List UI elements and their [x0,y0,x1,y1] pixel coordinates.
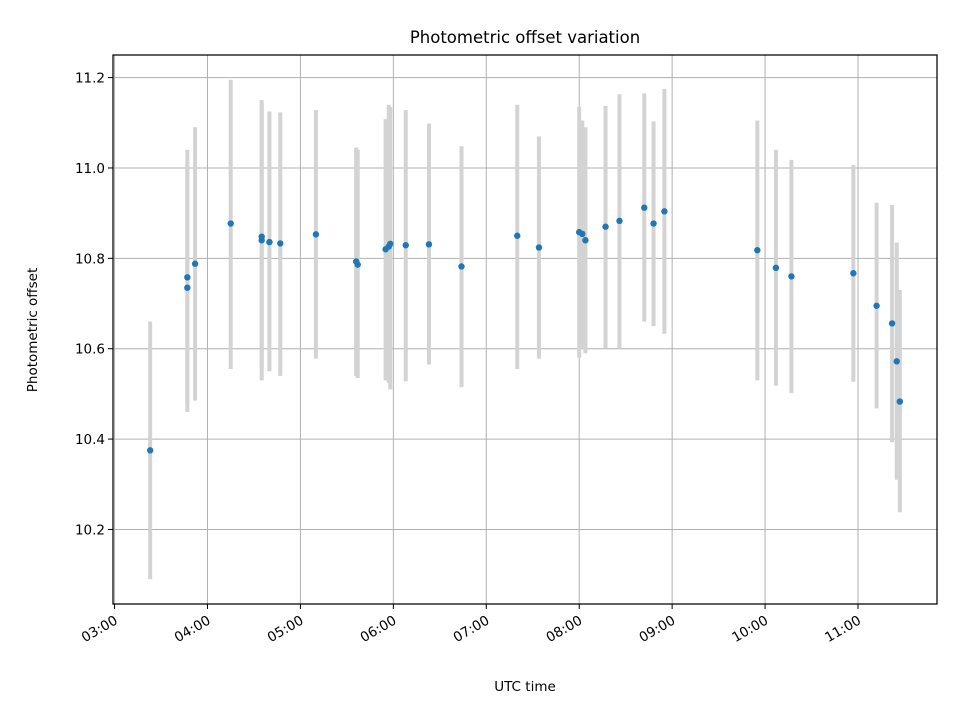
y-tick-label: 10.4 [75,432,105,448]
data-point [772,264,780,272]
data-point [277,240,284,247]
data-points [146,204,904,454]
data-point [184,284,191,291]
data-point [616,217,623,225]
data-point [146,447,154,454]
data-point [641,204,648,211]
data-point [354,261,361,268]
x-axis-label: UTC time [494,679,556,695]
data-point [402,242,409,249]
data-point [535,244,543,251]
y-tick-label: 11.2 [75,71,105,87]
data-point [661,208,668,215]
data-point [893,358,900,365]
data-point [184,274,191,281]
y-tick-label: 10.8 [75,251,105,267]
data-point [896,398,904,405]
data-point [312,231,320,238]
chart-title: Photometric offset variation [410,28,640,47]
y-axis-label: Photometric offset [25,268,41,392]
data-point [387,240,394,248]
data-point [425,241,433,248]
plot-frame [112,54,938,605]
data-point [266,238,273,246]
data-point [227,220,234,227]
data-point [458,263,465,270]
data-point [888,320,896,327]
data-point [650,220,657,227]
y-axis-ticks: 10.2 10.4 10.6 10.8 11.0 11.2 [75,71,113,538]
data-point [579,230,586,238]
data-point [602,223,609,230]
data-point [258,237,265,244]
y-tick-label: 11.0 [75,161,105,177]
data-point [850,270,857,277]
y-tick-label: 10.2 [75,522,105,538]
y-tick-label: 10.6 [75,342,105,358]
data-point [788,273,795,280]
data-point [514,232,521,239]
data-point [191,260,199,267]
data-point [582,237,589,244]
data-point [873,302,880,309]
data-point [754,247,761,254]
